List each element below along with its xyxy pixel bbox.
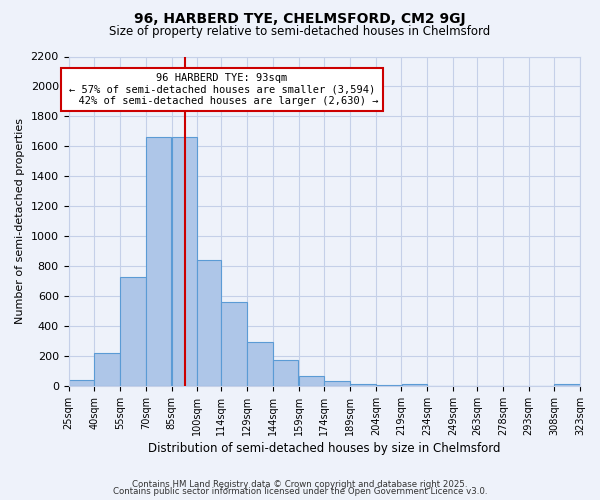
Bar: [172, 138, 197, 386]
Bar: [401, 384, 427, 386]
Bar: [554, 384, 580, 386]
Text: Contains HM Land Registry data © Crown copyright and database right 2025.: Contains HM Land Registry data © Crown c…: [132, 480, 468, 489]
Text: 96, HARBERD TYE, CHELMSFORD, CM2 9GJ: 96, HARBERD TYE, CHELMSFORD, CM2 9GJ: [134, 12, 466, 26]
X-axis label: Distribution of semi-detached houses by size in Chelmsford: Distribution of semi-detached houses by …: [148, 442, 500, 455]
Bar: [120, 276, 146, 386]
Bar: [350, 384, 376, 386]
Bar: [197, 260, 221, 386]
Bar: [376, 385, 401, 386]
Bar: [299, 376, 324, 386]
Bar: [221, 302, 247, 386]
Bar: [247, 342, 272, 386]
Bar: [273, 360, 298, 386]
Bar: [68, 380, 94, 386]
Text: 96 HARBERD TYE: 93sqm
← 57% of semi-detached houses are smaller (3,594)
  42% of: 96 HARBERD TYE: 93sqm ← 57% of semi-deta…: [66, 73, 378, 106]
Bar: [94, 353, 120, 386]
Y-axis label: Number of semi-detached properties: Number of semi-detached properties: [15, 118, 25, 324]
Bar: [146, 138, 172, 386]
Bar: [325, 382, 350, 386]
Text: Size of property relative to semi-detached houses in Chelmsford: Size of property relative to semi-detach…: [109, 25, 491, 38]
Text: Contains public sector information licensed under the Open Government Licence v3: Contains public sector information licen…: [113, 487, 487, 496]
